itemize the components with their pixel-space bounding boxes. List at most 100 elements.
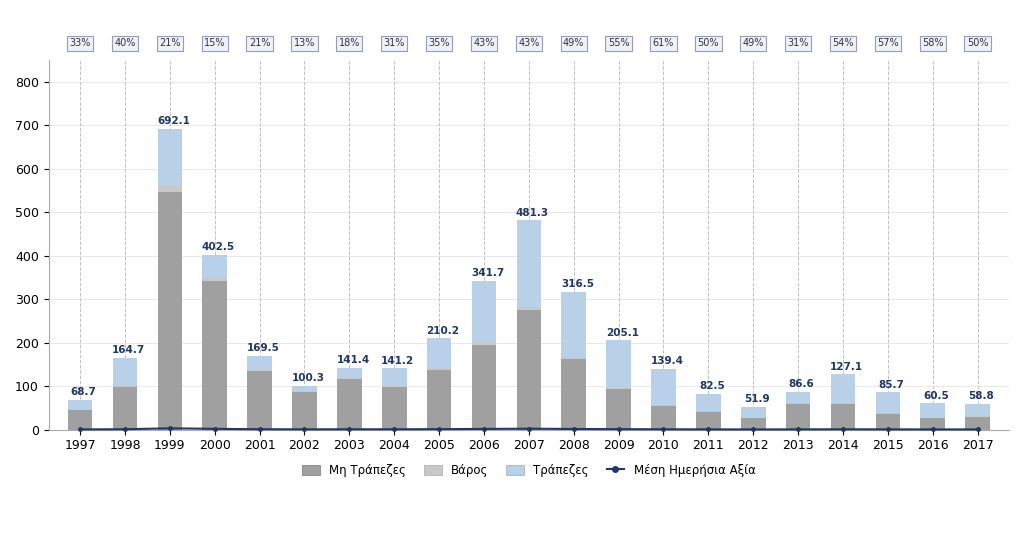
Bar bbox=[472, 345, 497, 430]
Text: 13%: 13% bbox=[294, 39, 315, 48]
Legend: Μη Τράπεζες, Βάρος, Τράπεζες, Μέση Ημερήσια Αξία: Μη Τράπεζες, Βάρος, Τράπεζες, Μέση Ημερή… bbox=[296, 458, 762, 483]
Text: 85.7: 85.7 bbox=[879, 380, 904, 390]
Bar bbox=[166, 129, 169, 430]
Text: 31%: 31% bbox=[384, 39, 404, 48]
Bar bbox=[966, 404, 990, 416]
Bar bbox=[741, 418, 766, 430]
Bar bbox=[210, 255, 214, 430]
Bar bbox=[606, 389, 631, 430]
Bar bbox=[76, 400, 79, 430]
Text: 127.1: 127.1 bbox=[830, 362, 863, 372]
Bar bbox=[158, 129, 182, 186]
Bar bbox=[292, 386, 316, 391]
Bar bbox=[427, 338, 452, 368]
Text: 205.1: 205.1 bbox=[606, 328, 639, 338]
Bar bbox=[794, 392, 798, 430]
Bar bbox=[921, 418, 945, 430]
Text: 100.3: 100.3 bbox=[292, 373, 325, 383]
Bar bbox=[247, 370, 272, 371]
Bar bbox=[434, 338, 438, 430]
Text: 15%: 15% bbox=[204, 39, 225, 48]
Text: 54%: 54% bbox=[833, 39, 854, 48]
Text: 57%: 57% bbox=[877, 39, 899, 48]
Bar bbox=[516, 307, 542, 310]
Bar bbox=[928, 403, 932, 430]
Bar bbox=[696, 394, 721, 411]
Text: 86.6: 86.6 bbox=[788, 379, 814, 389]
Bar bbox=[203, 281, 227, 430]
Text: 31%: 31% bbox=[787, 39, 809, 48]
Bar bbox=[561, 357, 586, 359]
Text: 50%: 50% bbox=[967, 39, 988, 48]
Bar bbox=[68, 410, 92, 430]
Text: 55%: 55% bbox=[608, 39, 630, 48]
Text: 43%: 43% bbox=[473, 39, 495, 48]
Bar bbox=[472, 342, 497, 345]
Text: 61%: 61% bbox=[652, 39, 674, 48]
Text: 316.5: 316.5 bbox=[561, 279, 594, 289]
Text: 40%: 40% bbox=[115, 39, 136, 48]
Bar bbox=[606, 388, 631, 389]
Text: 60.5: 60.5 bbox=[924, 390, 949, 401]
Bar bbox=[345, 368, 348, 430]
Text: 18%: 18% bbox=[339, 39, 360, 48]
Bar bbox=[255, 356, 259, 430]
Text: 43%: 43% bbox=[518, 39, 540, 48]
Text: 58%: 58% bbox=[922, 39, 943, 48]
Bar bbox=[390, 368, 393, 430]
Bar bbox=[785, 403, 810, 430]
Bar bbox=[785, 392, 810, 403]
Bar bbox=[337, 379, 361, 430]
Text: 49%: 49% bbox=[563, 39, 585, 48]
Text: 169.5: 169.5 bbox=[247, 343, 280, 353]
Bar bbox=[158, 192, 182, 430]
Bar bbox=[561, 359, 586, 430]
Bar bbox=[973, 404, 977, 430]
Bar bbox=[337, 368, 361, 378]
Bar bbox=[839, 374, 842, 430]
Bar bbox=[614, 340, 617, 430]
Bar bbox=[966, 417, 990, 430]
Bar bbox=[524, 220, 528, 430]
Text: 51.9: 51.9 bbox=[744, 394, 770, 404]
Text: 141.4: 141.4 bbox=[336, 355, 370, 366]
Bar bbox=[703, 394, 708, 430]
Bar bbox=[300, 386, 303, 430]
Bar bbox=[696, 411, 721, 430]
Bar bbox=[382, 368, 407, 386]
Bar bbox=[427, 370, 452, 430]
Text: 68.7: 68.7 bbox=[71, 387, 96, 397]
Text: 402.5: 402.5 bbox=[202, 242, 234, 252]
Bar bbox=[247, 371, 272, 430]
Bar bbox=[830, 403, 855, 404]
Bar bbox=[516, 220, 542, 307]
Bar bbox=[876, 392, 900, 413]
Bar bbox=[651, 369, 676, 405]
Text: 692.1: 692.1 bbox=[157, 116, 189, 126]
Bar bbox=[921, 403, 945, 418]
Bar bbox=[68, 400, 92, 409]
Text: 141.2: 141.2 bbox=[381, 355, 415, 366]
Text: 49%: 49% bbox=[742, 39, 764, 48]
Bar bbox=[158, 186, 182, 192]
Text: 21%: 21% bbox=[159, 39, 180, 48]
Bar bbox=[479, 281, 483, 430]
Text: 341.7: 341.7 bbox=[471, 268, 504, 278]
Text: 82.5: 82.5 bbox=[699, 381, 725, 391]
Bar bbox=[382, 387, 407, 430]
Text: 33%: 33% bbox=[70, 39, 91, 48]
Text: 58.8: 58.8 bbox=[969, 391, 994, 401]
Bar bbox=[382, 386, 407, 387]
Bar bbox=[113, 387, 137, 430]
Text: 164.7: 164.7 bbox=[112, 345, 145, 355]
Bar bbox=[749, 407, 753, 430]
Bar bbox=[516, 310, 542, 430]
Bar bbox=[292, 391, 316, 430]
Bar bbox=[651, 405, 676, 406]
Bar bbox=[247, 356, 272, 370]
Bar bbox=[741, 407, 766, 418]
Bar bbox=[659, 369, 663, 430]
Bar bbox=[337, 378, 361, 379]
Bar bbox=[876, 413, 900, 430]
Bar bbox=[830, 374, 855, 403]
